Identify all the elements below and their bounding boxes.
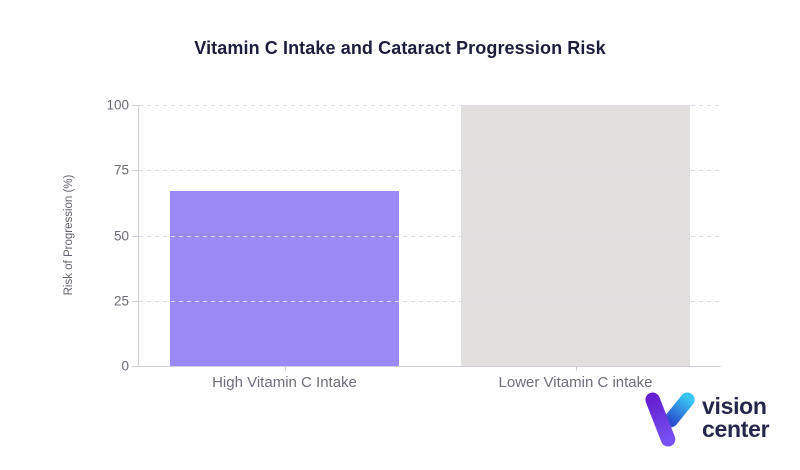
y-gridline bbox=[139, 235, 721, 237]
y-gridline bbox=[139, 300, 721, 302]
y-tick-label: 75 bbox=[113, 162, 129, 178]
y-gridline bbox=[139, 170, 721, 172]
x-axis-tick bbox=[284, 366, 286, 371]
y-axis-tick bbox=[132, 170, 138, 172]
x-category-label: Lower Vitamin C intake bbox=[498, 374, 653, 391]
y-tick-label: 25 bbox=[113, 293, 129, 309]
y-tick-label: 100 bbox=[106, 97, 129, 113]
y-tick-label: 0 bbox=[121, 358, 129, 374]
logo-word-vision: vision bbox=[702, 393, 767, 419]
y-axis-tick bbox=[132, 366, 138, 367]
x-category-label: High Vitamin C Intake bbox=[212, 374, 357, 391]
y-axis-tick bbox=[132, 300, 138, 302]
logo-word-center: center bbox=[702, 415, 770, 442]
y-axis-tick bbox=[132, 235, 138, 237]
vision-center-v-icon bbox=[645, 392, 695, 447]
vision-center-logo[interactable]: vision center bbox=[643, 389, 770, 451]
y-axis-tick bbox=[132, 105, 138, 106]
y-gridline bbox=[139, 105, 721, 106]
logo-wordmark: vision center bbox=[702, 393, 770, 442]
y-tick-label: 50 bbox=[113, 228, 129, 243]
x-axis-tick bbox=[575, 366, 577, 371]
category-band bbox=[139, 105, 430, 366]
plot-area: 0 25 50 75 100 High Vitamin C Intake Lower Vit… bbox=[106, 98, 721, 391]
bar-high-vitamin-c-intake[interactable] bbox=[169, 191, 400, 366]
chart-title: Vitamin C Intake and Cataract Progressio… bbox=[194, 38, 606, 58]
y-axis-title: Risk of Progression (%) bbox=[63, 174, 75, 296]
